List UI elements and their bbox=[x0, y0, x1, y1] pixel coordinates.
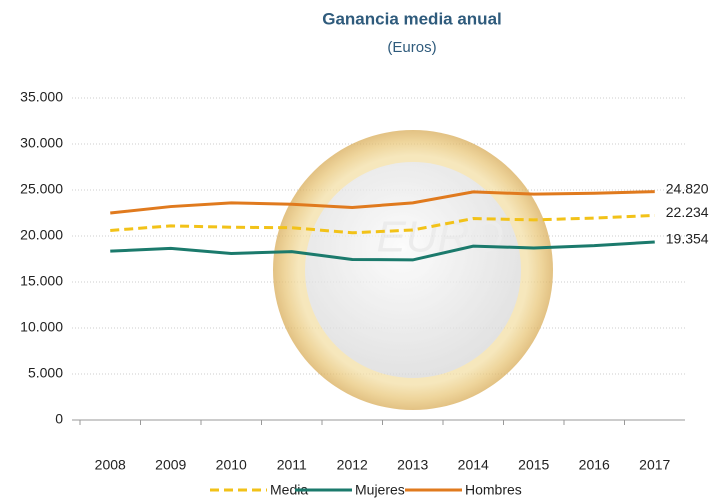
y-tick-label: 35.000 bbox=[20, 89, 63, 105]
grid: 0 5.000 10.000 15.000 20.000 25.000 30.000 35.0… bbox=[20, 89, 685, 473]
series-line bbox=[110, 190, 655, 215]
plot: 22.234 Media 19.354 Mujeres 24.820 Hombres bbox=[110, 180, 709, 498]
series-line bbox=[110, 213, 655, 235]
coin-decoration: EURO bbox=[273, 130, 553, 410]
y-tick-label: 0 bbox=[55, 411, 63, 427]
x-tick-label: 2008 bbox=[95, 457, 126, 473]
chart-subtitle: (Euros) bbox=[387, 39, 436, 56]
data-label: 19.354 bbox=[666, 231, 709, 247]
x-tick-label: 2017 bbox=[639, 457, 670, 473]
x-tick-label: 2013 bbox=[397, 457, 428, 473]
y-tick-label: 20.000 bbox=[20, 227, 63, 243]
y-tick-label: 5.000 bbox=[28, 365, 63, 381]
legend-label: Media bbox=[270, 482, 308, 498]
y-tick-label: 30.000 bbox=[20, 135, 63, 151]
y-tick-label: 15.000 bbox=[20, 273, 63, 289]
chart-title: Ganancia media anual bbox=[322, 9, 502, 28]
x-tick-label: 2014 bbox=[458, 457, 489, 473]
x-tick-label: 2011 bbox=[277, 457, 307, 473]
x-tick-label: 2009 bbox=[155, 457, 186, 473]
x-tick-label: 2016 bbox=[579, 457, 610, 473]
series-line bbox=[110, 240, 655, 262]
y-tick-label: 25.000 bbox=[20, 181, 63, 197]
data-label: 24.820 bbox=[666, 180, 709, 196]
y-tick-label: 10.000 bbox=[20, 319, 63, 335]
x-tick-label: 2012 bbox=[337, 457, 368, 473]
x-tick-label: 2015 bbox=[518, 457, 549, 473]
x-tick-label: 2010 bbox=[216, 457, 247, 473]
legend-label: Hombres bbox=[465, 482, 522, 498]
legend-label: Mujeres bbox=[355, 482, 405, 498]
data-label: 22.234 bbox=[666, 204, 709, 220]
